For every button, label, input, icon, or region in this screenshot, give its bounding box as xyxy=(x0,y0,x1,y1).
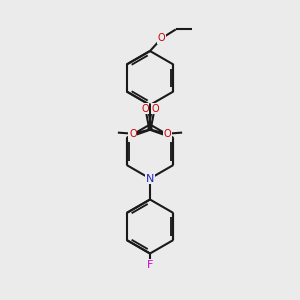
Text: F: F xyxy=(147,260,153,270)
Text: O: O xyxy=(129,129,137,139)
Text: O: O xyxy=(151,103,159,114)
Text: O: O xyxy=(158,33,165,43)
Text: O: O xyxy=(163,129,171,139)
Text: O: O xyxy=(141,103,149,114)
Text: N: N xyxy=(146,173,154,184)
